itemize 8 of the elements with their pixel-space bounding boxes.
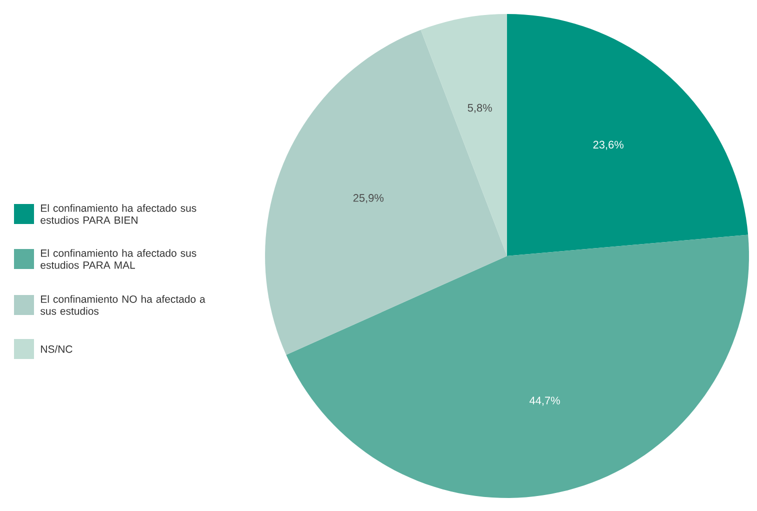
data-label: 25,9% — [353, 194, 384, 204]
legend-label: NS/NC — [41, 345, 72, 353]
data-label: 23,6% — [593, 140, 624, 150]
legend-label: El confinamiento NO ha afectado a sus estudios — [40, 295, 206, 315]
data-label: 44,7% — [530, 396, 560, 406]
legend-label: El confinamiento ha afectado sus estudios PARA BIEN — [40, 204, 196, 224]
legend-label: El confinamiento ha afectado sus estudios PARA MAL — [40, 249, 196, 269]
data-label: 5,8% — [468, 104, 492, 113]
